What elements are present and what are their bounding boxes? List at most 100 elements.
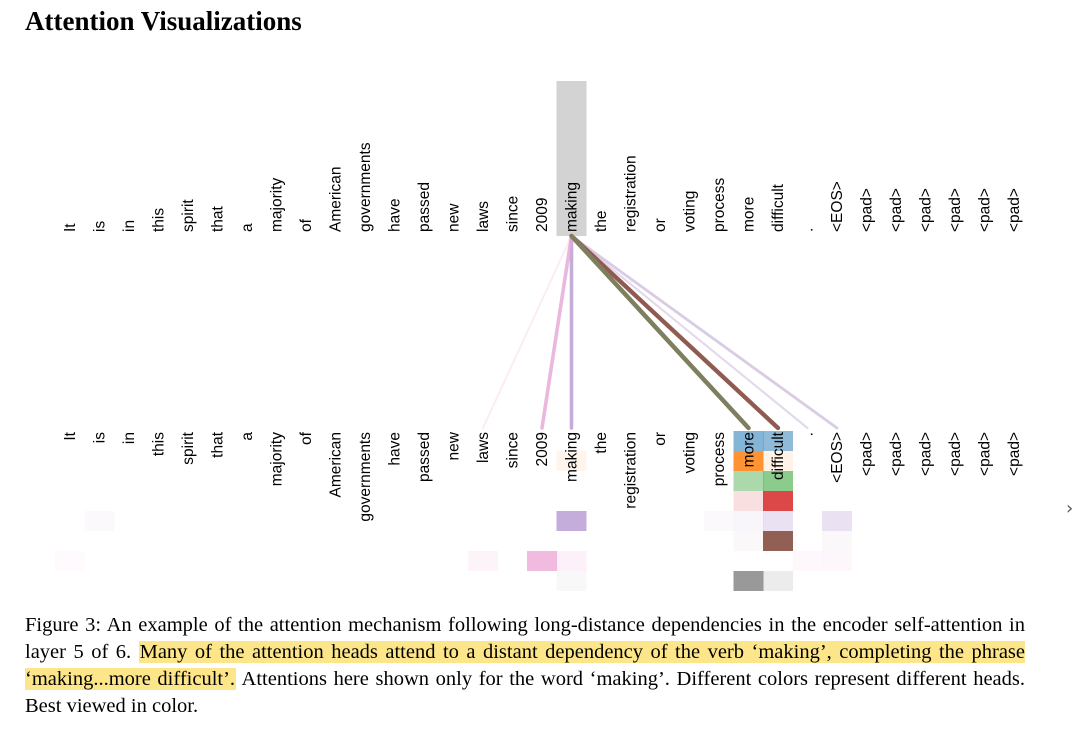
attention-cell — [556, 511, 587, 531]
query-token-label: process — [711, 177, 728, 232]
key-token-label: laws — [475, 432, 492, 463]
query-token-label: <pad> — [918, 188, 935, 232]
attention-cell — [733, 431, 764, 451]
query-token-label: . — [800, 228, 817, 232]
attention-cell — [822, 531, 852, 551]
key-token-label: . — [800, 432, 817, 436]
query-token-label: a — [239, 223, 256, 232]
attention-cell-layer — [55, 431, 852, 591]
attention-cell — [556, 451, 587, 471]
attention-line — [540, 234, 574, 430]
query-token-label: American — [328, 167, 345, 232]
attention-cell — [704, 511, 734, 531]
key-token-label: majority — [269, 432, 286, 487]
attention-cell — [822, 551, 852, 571]
attention-cell — [84, 511, 115, 531]
attention-cell — [763, 471, 793, 491]
query-token-label: have — [387, 198, 404, 232]
key-token-label: that — [210, 431, 227, 458]
query-token-label: passed — [416, 182, 433, 232]
attention-cell — [763, 451, 793, 471]
key-token-label: in — [121, 432, 138, 444]
query-token-highlight — [556, 81, 587, 236]
query-token-label: governments — [357, 142, 374, 232]
query-token-label: <pad> — [977, 188, 994, 232]
query-token-label: registration — [623, 155, 640, 232]
attention-cell — [556, 551, 587, 571]
attention-cell — [733, 571, 764, 591]
key-token-label: a — [239, 432, 256, 441]
key-token-label: registration — [623, 432, 640, 509]
query-token-label: new — [446, 203, 463, 232]
key-token-label: or — [652, 432, 669, 446]
key-token-label: since — [505, 432, 522, 468]
attention-cell — [733, 511, 764, 531]
key-token-label: passed — [416, 432, 433, 482]
query-token-label: <pad> — [1006, 188, 1023, 232]
attention-cell — [733, 471, 764, 491]
key-token-label: American — [328, 432, 345, 497]
attention-cell — [763, 491, 793, 511]
attention-cell — [55, 551, 85, 571]
query-token-label: <pad> — [888, 188, 905, 232]
attention-cell — [468, 551, 498, 571]
key-token-label: this — [151, 432, 168, 456]
key-token-label: have — [387, 432, 404, 466]
query-token-label: of — [298, 218, 315, 232]
key-token-label: <pad> — [947, 432, 964, 476]
query-token-label: laws — [475, 201, 492, 232]
query-token-label: this — [151, 208, 168, 232]
key-token-label: <pad> — [1006, 432, 1023, 476]
caption-suffix: Attentions here shown only for the word … — [25, 668, 1025, 717]
key-token-label: the — [593, 432, 610, 454]
query-token-label: majority — [269, 177, 286, 232]
query-token-label: more — [741, 197, 758, 232]
key-token-label: 2009 — [534, 432, 551, 466]
attention-visualization: It is in this spirit that a majority of American g… — [55, 81, 1023, 591]
query-token-label: <EOS> — [829, 181, 846, 232]
key-token-label: voting — [682, 432, 699, 473]
attention-line — [481, 234, 573, 430]
query-token-label: making — [564, 182, 581, 232]
key-token-label: <pad> — [977, 432, 994, 476]
figure-caption: Figure 3: An example of the attention me… — [25, 612, 1025, 720]
attention-cell — [792, 551, 823, 571]
key-token-label: <pad> — [859, 432, 876, 476]
query-token-label: voting — [682, 191, 699, 232]
next-page-arrow-icon[interactable]: › — [1066, 498, 1074, 519]
attention-cell — [763, 531, 793, 551]
attention-cell — [763, 571, 793, 591]
key-token-label: <EOS> — [829, 432, 846, 483]
attention-cell — [763, 511, 793, 531]
attention-line-layer — [481, 233, 839, 431]
query-token-label: It — [62, 223, 79, 232]
attention-cell — [763, 431, 793, 451]
key-token-label: process — [711, 432, 728, 487]
key-token-label: <pad> — [888, 432, 905, 476]
query-token-label: <pad> — [859, 188, 876, 232]
attention-cell — [733, 451, 764, 471]
attention-cell — [556, 571, 587, 591]
key-token-label: <pad> — [918, 432, 935, 476]
page-heading: Attention Visualizations — [25, 6, 302, 36]
query-token-label: since — [505, 196, 522, 232]
query-token-highlight-layer — [556, 81, 587, 236]
query-token-label: <pad> — [947, 188, 964, 232]
key-token-label: spirit — [180, 431, 197, 464]
query-token-label: 2009 — [534, 198, 551, 232]
key-token-label: governments — [357, 432, 374, 522]
query-token-label: is — [92, 221, 109, 232]
query-token-label: difficult — [770, 183, 787, 232]
attention-line — [570, 234, 809, 430]
query-token-label: spirit — [180, 199, 197, 232]
attention-line — [570, 234, 839, 430]
key-token-label: difficult — [770, 431, 787, 480]
query-token-label: that — [210, 205, 227, 232]
key-token-label: It — [62, 431, 79, 440]
query-token-label: in — [121, 220, 138, 232]
key-token-label: of — [298, 431, 315, 445]
key-token-label: new — [446, 431, 463, 460]
query-token-label: the — [593, 210, 610, 232]
attention-cell — [733, 531, 764, 551]
attention-cell — [822, 511, 852, 531]
